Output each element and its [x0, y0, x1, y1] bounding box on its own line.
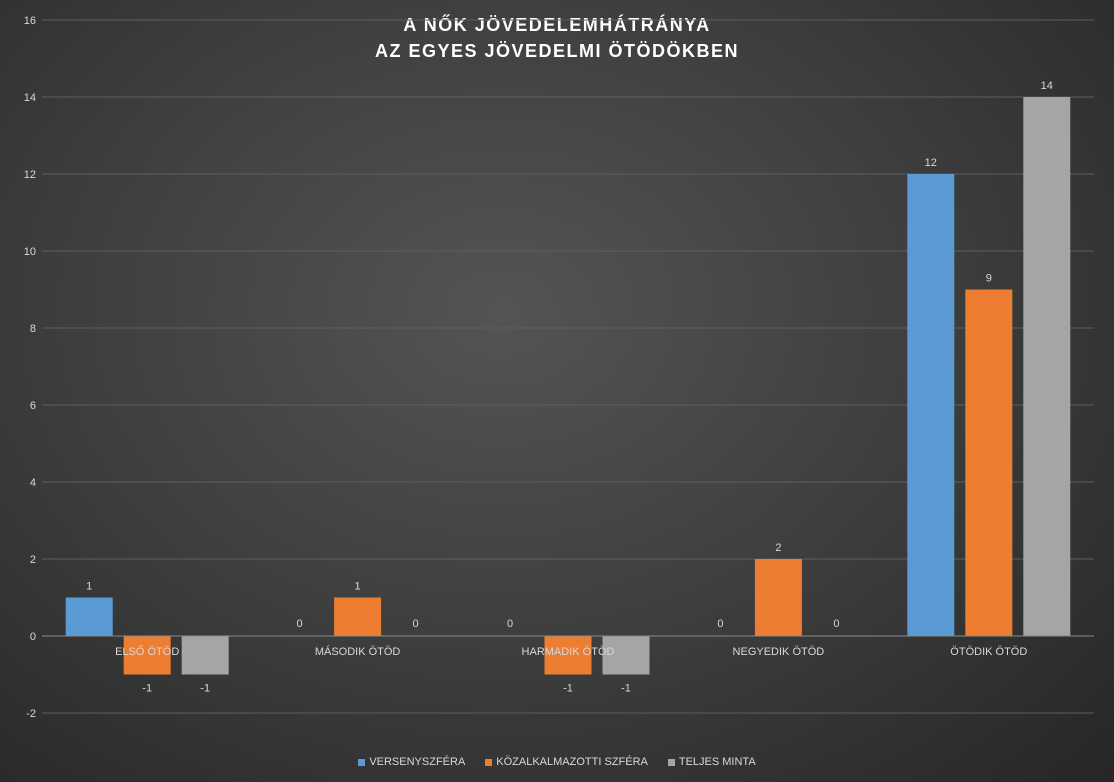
data-label: 12	[925, 157, 937, 169]
data-label: 0	[297, 618, 303, 630]
chart-title-line-2: AZ EGYES JÖVEDELMI ÖTÖDÖKBEN	[374, 41, 740, 61]
data-label: 9	[986, 273, 992, 285]
category-label: MÁSODIK ÖTÖD	[315, 645, 401, 658]
legend-item: TELJES MINTA	[667, 756, 756, 768]
y-tick-label: 16	[24, 15, 36, 27]
legend-label: TELJES MINTA	[678, 756, 756, 768]
y-tick-label: -2	[26, 708, 36, 720]
y-tick-label: 2	[30, 554, 36, 566]
data-label: 1	[355, 581, 361, 593]
bar	[754, 559, 802, 636]
data-label: -1	[563, 683, 573, 695]
data-label: 0	[413, 618, 419, 630]
bar	[602, 636, 650, 675]
bar	[965, 289, 1013, 636]
data-label: 0	[507, 618, 513, 630]
category-label: ÖTÖDIK ÖTÖD	[950, 646, 1027, 658]
legend: VERSENYSZFÉRA KÖZALKALMAZOTTI SZFÉRA TELJE…	[0, 756, 1114, 768]
legend-swatch	[667, 758, 675, 766]
legend-item: VERSENYSZFÉRA	[358, 756, 465, 768]
y-tick-label: 12	[24, 169, 36, 181]
legend-label: VERSENYSZFÉRA	[369, 756, 466, 768]
data-label: 1	[86, 581, 92, 593]
data-label: -1	[200, 683, 210, 695]
y-tick-label: 4	[30, 477, 36, 489]
category-label: HARMADIK ÖTÖD	[522, 646, 615, 658]
bar	[123, 636, 171, 675]
category-label: NEGYEDIK ÖTÖD	[733, 646, 825, 658]
data-label: 0	[833, 618, 839, 630]
bar	[65, 597, 113, 636]
legend-swatch	[485, 758, 493, 766]
bar	[907, 174, 955, 636]
y-tick-label: 0	[30, 631, 36, 643]
legend-swatch	[358, 758, 366, 766]
bar	[334, 597, 382, 636]
data-label: 14	[1041, 80, 1053, 92]
data-label: -1	[621, 683, 631, 695]
legend-item: KÖZALKALMAZOTTI SZFÉRA	[485, 756, 648, 768]
legend-label: KÖZALKALMAZOTTI SZFÉRA	[496, 756, 648, 768]
data-label: 0	[717, 618, 723, 630]
bar	[181, 636, 229, 675]
data-label: 2	[775, 542, 781, 554]
y-tick-label: 6	[30, 400, 36, 412]
category-label: ELSŐ ÖTÖD	[115, 644, 179, 658]
y-tick-label: 8	[30, 323, 36, 335]
y-tick-label: 10	[24, 246, 36, 258]
y-tick-label: 14	[24, 92, 36, 104]
bar	[544, 636, 592, 675]
data-label: -1	[142, 683, 152, 695]
bar	[1023, 97, 1071, 636]
